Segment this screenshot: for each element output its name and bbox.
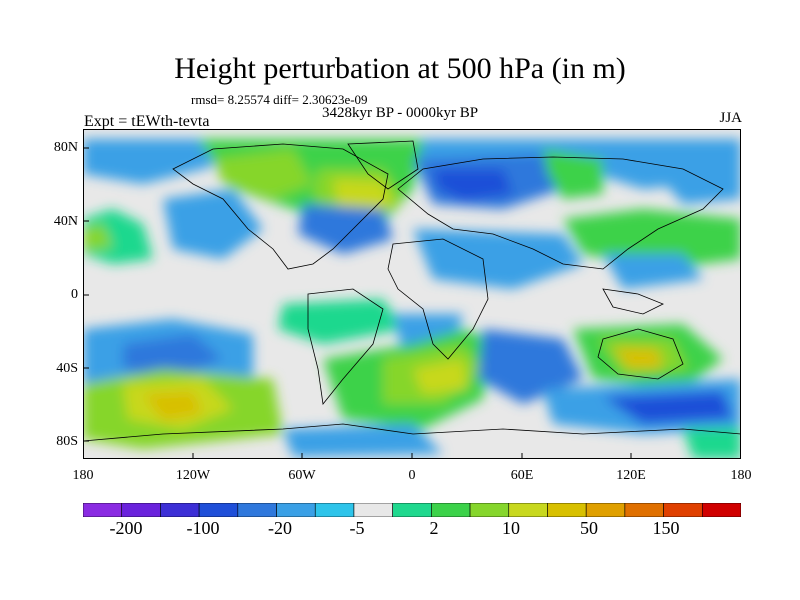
- colorbar-swatch: [198, 503, 239, 517]
- coastline-north-america: [172, 143, 389, 270]
- contour-region: [603, 391, 733, 424]
- colorbar-label: 150: [652, 518, 680, 538]
- colorbar-swatch: [508, 503, 548, 517]
- colorbar-swatch: [663, 503, 703, 517]
- colorbar-swatch: [314, 503, 355, 517]
- colorbar-label: -5: [349, 518, 365, 538]
- contour-region: [478, 329, 583, 404]
- contour-region: [683, 427, 741, 459]
- contour-region: [298, 204, 393, 254]
- colorbar-label: -20: [268, 518, 292, 538]
- coastline-antarctica: [83, 423, 741, 442]
- contour-map: [83, 129, 741, 459]
- stats-text: rmsd= 8.25574 diff= 2.30623e-09: [191, 92, 368, 107]
- contour-region: [413, 229, 583, 289]
- x-tick-label: 180: [730, 468, 752, 483]
- x-tick-label: 120E: [616, 468, 646, 483]
- coastline-eurasia: [397, 156, 724, 270]
- y-tick-label: 40N: [53, 214, 78, 229]
- colorbar-swatch: [624, 503, 664, 517]
- y-tick-label: 40S: [56, 361, 78, 376]
- contour-region: [433, 169, 513, 201]
- colorbar-swatch: [431, 503, 471, 517]
- contour-region: [213, 149, 313, 199]
- colorbar-swatch: [701, 503, 741, 517]
- colorbar-swatch: [276, 503, 316, 517]
- coastline-australia: [597, 328, 684, 380]
- colorbar: [83, 503, 741, 517]
- colorbar-label: -100: [186, 518, 220, 538]
- colorbar-swatch: [547, 503, 587, 517]
- contour-region: [83, 209, 153, 264]
- contour-region: [83, 224, 113, 251]
- colorbar-swatch: [121, 503, 161, 517]
- chart-title: Height perturbation at 500 hPa (in m): [174, 52, 626, 85]
- x-tick-label: 0: [408, 468, 416, 483]
- coastline-greenland: [347, 140, 419, 190]
- colorbar-swatch: [237, 503, 277, 517]
- colorbar-swatch: [83, 503, 123, 517]
- coastline-maritime-continent: [602, 288, 664, 315]
- contour-region: [613, 347, 663, 369]
- colorbar-swatch: [160, 503, 200, 517]
- y-tick-label: 80N: [53, 140, 78, 155]
- contour-region: [543, 149, 603, 199]
- axis-ticks: [83, 147, 632, 459]
- y-tick-label: 0: [71, 287, 78, 302]
- contour-region: [143, 391, 203, 421]
- contour-region: [413, 359, 468, 394]
- colorbar-swatch: [392, 503, 432, 517]
- season-label: JJA: [719, 110, 742, 126]
- coastline-south-america: [307, 288, 384, 405]
- contour-fields: [83, 139, 741, 459]
- x-tick-label: 180: [72, 468, 94, 483]
- x-tick-label: 60W: [288, 468, 316, 483]
- colorbar-swatch: [585, 503, 626, 517]
- period-label: 3428kyr BP - 0000kyr BP: [322, 105, 479, 121]
- x-tick-label: 120W: [175, 468, 211, 483]
- coastlines: [83, 140, 741, 442]
- x-tick-label: 60E: [510, 468, 534, 483]
- contour-region: [123, 334, 223, 379]
- colorbar-swatch: [469, 503, 510, 517]
- contour-region: [603, 254, 703, 289]
- coastline-africa: [387, 238, 489, 360]
- colorbar-label: -200: [109, 518, 143, 538]
- experiment-label: Expt = tEWth-tevta: [84, 113, 210, 130]
- colorbar-label: 50: [580, 518, 598, 538]
- colorbar-swatch: [353, 503, 393, 517]
- contour-region: [163, 189, 263, 259]
- colorbar-label: 10: [502, 518, 520, 538]
- colorbar-label: 2: [429, 518, 439, 538]
- y-tick-label: 80S: [56, 434, 78, 449]
